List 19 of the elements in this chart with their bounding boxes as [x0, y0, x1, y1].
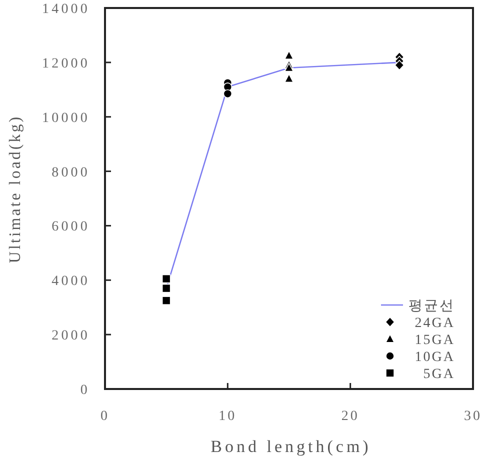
legend-label: 5GA [423, 367, 455, 382]
y-tick-label: 10000 [42, 110, 90, 126]
y-tick-label: 6000 [52, 220, 90, 235]
y-tick-label: 2000 [52, 328, 90, 344]
legend-label: 15GA [414, 333, 455, 348]
y-axis-title: Ultimate load(kg) [7, 114, 24, 264]
legend-label: 10GA [414, 350, 455, 365]
y-tick-label: 4000 [52, 274, 90, 290]
y-tick-label: 14000 [42, 2, 90, 17]
legend-label: 평균선 [408, 299, 455, 314]
legend-label: 24GA [414, 316, 455, 331]
y-tick-label: 12000 [42, 56, 90, 72]
x-axis-title: Bond length(cm) [210, 437, 372, 456]
x-tick-label: 0 [100, 409, 110, 424]
x-tick-label: 30 [464, 409, 482, 424]
y-tick-label: 8000 [52, 165, 90, 180]
x-tick-label: 10 [218, 409, 237, 424]
y-tick-label: 0 [80, 383, 90, 398]
x-tick-label: 20 [341, 409, 360, 424]
